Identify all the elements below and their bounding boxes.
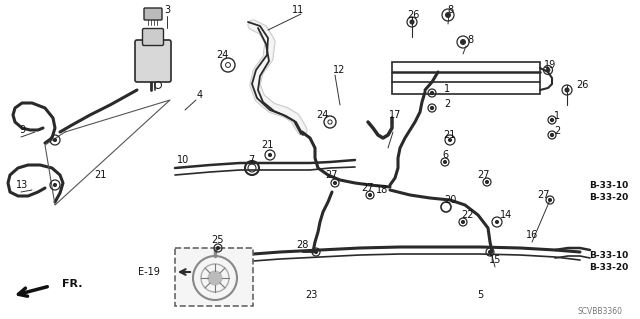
Text: 15: 15 bbox=[489, 255, 501, 265]
Text: 27: 27 bbox=[362, 183, 374, 193]
Circle shape bbox=[54, 138, 56, 142]
Circle shape bbox=[269, 153, 271, 157]
Circle shape bbox=[488, 250, 492, 254]
Circle shape bbox=[333, 182, 337, 184]
Text: 14: 14 bbox=[500, 210, 512, 220]
Text: 27: 27 bbox=[477, 170, 489, 180]
Circle shape bbox=[565, 88, 569, 92]
Circle shape bbox=[314, 250, 317, 254]
Text: 20: 20 bbox=[444, 195, 456, 205]
Text: 3: 3 bbox=[164, 5, 170, 15]
Text: 21: 21 bbox=[94, 170, 106, 180]
Text: 21: 21 bbox=[443, 130, 455, 140]
Text: 24: 24 bbox=[216, 50, 228, 60]
Text: 2: 2 bbox=[444, 99, 450, 109]
Text: 26: 26 bbox=[576, 80, 588, 90]
Text: E-19: E-19 bbox=[138, 267, 160, 277]
Text: 1: 1 bbox=[444, 84, 450, 94]
Circle shape bbox=[550, 118, 554, 122]
Circle shape bbox=[430, 92, 434, 95]
Text: 7: 7 bbox=[248, 155, 254, 165]
Circle shape bbox=[546, 68, 550, 72]
Circle shape bbox=[445, 12, 451, 18]
Bar bbox=[175, 248, 253, 306]
Bar bbox=[392, 62, 540, 94]
Text: 17: 17 bbox=[389, 110, 401, 120]
Circle shape bbox=[486, 181, 488, 183]
Circle shape bbox=[550, 133, 554, 137]
Circle shape bbox=[208, 271, 222, 285]
Text: 8: 8 bbox=[467, 35, 473, 45]
Text: 5: 5 bbox=[477, 290, 483, 300]
Text: FR.: FR. bbox=[62, 279, 83, 289]
Text: B-33-20: B-33-20 bbox=[589, 263, 628, 271]
Text: 4: 4 bbox=[197, 90, 203, 100]
Text: 21: 21 bbox=[261, 140, 273, 150]
FancyBboxPatch shape bbox=[135, 40, 171, 82]
Text: 1: 1 bbox=[554, 111, 560, 121]
Text: 28: 28 bbox=[296, 240, 308, 250]
Text: 23: 23 bbox=[305, 290, 317, 300]
Text: 18: 18 bbox=[376, 185, 388, 195]
Text: SCVBB3360: SCVBB3360 bbox=[577, 308, 623, 316]
Text: 27: 27 bbox=[326, 170, 339, 180]
FancyBboxPatch shape bbox=[143, 28, 163, 46]
Text: B-33-10: B-33-10 bbox=[589, 181, 628, 189]
Circle shape bbox=[216, 247, 220, 249]
Text: 11: 11 bbox=[292, 5, 304, 15]
Text: 2: 2 bbox=[554, 126, 560, 136]
Text: 19: 19 bbox=[544, 60, 556, 70]
Circle shape bbox=[495, 220, 499, 224]
Text: 13: 13 bbox=[16, 180, 28, 190]
Text: 24: 24 bbox=[316, 110, 328, 120]
Text: B-33-20: B-33-20 bbox=[589, 192, 628, 202]
Text: 26: 26 bbox=[407, 10, 419, 20]
Text: 9: 9 bbox=[19, 125, 25, 135]
Text: 8: 8 bbox=[447, 5, 453, 15]
Circle shape bbox=[410, 20, 414, 24]
Text: 12: 12 bbox=[333, 65, 345, 75]
Circle shape bbox=[548, 198, 552, 202]
Circle shape bbox=[369, 194, 371, 197]
Circle shape bbox=[444, 160, 447, 164]
Text: 16: 16 bbox=[526, 230, 538, 240]
Circle shape bbox=[461, 40, 465, 44]
Text: B-33-10: B-33-10 bbox=[589, 250, 628, 259]
Text: 6: 6 bbox=[442, 150, 448, 160]
Circle shape bbox=[449, 138, 451, 142]
Circle shape bbox=[430, 107, 434, 110]
Text: 10: 10 bbox=[177, 155, 189, 165]
Text: 22: 22 bbox=[461, 210, 474, 220]
Circle shape bbox=[461, 220, 465, 224]
Circle shape bbox=[54, 183, 56, 187]
FancyBboxPatch shape bbox=[144, 8, 162, 20]
Text: 25: 25 bbox=[212, 235, 224, 245]
Text: 27: 27 bbox=[538, 190, 550, 200]
